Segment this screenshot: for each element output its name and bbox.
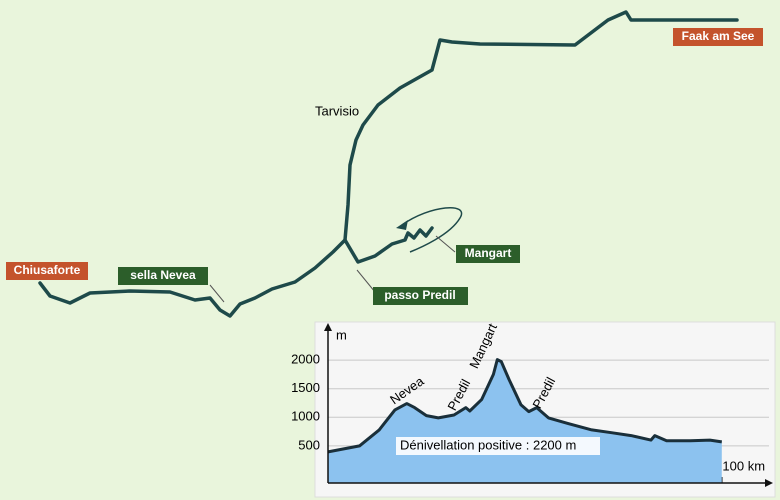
place-label: Mangart: [465, 246, 512, 260]
y-axis-arrow: [324, 323, 332, 331]
y-tick-label: 1000: [291, 409, 320, 424]
annotation-bg: [396, 437, 600, 455]
y-tick-label: 2000: [291, 352, 320, 367]
leader: [209, 284, 225, 303]
place-label: Tarvisio: [315, 103, 359, 118]
place-label: Faak am See: [682, 29, 755, 43]
label-bg: [6, 262, 88, 280]
y-tick-label: 1500: [291, 380, 320, 395]
place-label: sella Nevea: [130, 268, 196, 282]
y-axis-label: m: [336, 327, 347, 342]
label-bg: [673, 28, 763, 46]
place-label: passo Predil: [384, 288, 455, 302]
road: [38, 10, 739, 318]
leader: [435, 235, 456, 253]
total-ascent: Dénivellation positive : 2200 m: [400, 437, 576, 452]
arrow-head: [396, 220, 408, 230]
profile-line: [327, 358, 723, 454]
x-axis-arrow: [765, 479, 773, 487]
road-predil: [343, 226, 434, 264]
y-tick-label: 500: [298, 437, 320, 452]
label-bg: [118, 267, 208, 285]
label-bg: [373, 287, 468, 305]
label-bg: [456, 245, 520, 263]
leader: [356, 269, 376, 293]
x-tick-label: 100 km: [722, 458, 765, 473]
place-label: Chiusaforte: [14, 263, 81, 277]
loop-arrow: [401, 207, 463, 253]
